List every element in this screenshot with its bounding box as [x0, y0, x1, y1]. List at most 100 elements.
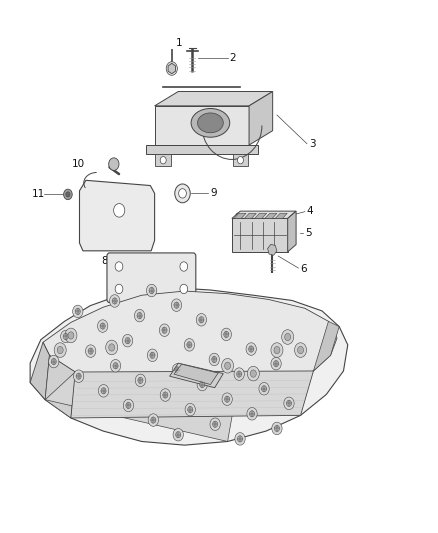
Polygon shape	[45, 372, 236, 441]
Text: 6: 6	[300, 264, 307, 274]
Circle shape	[251, 370, 256, 377]
Polygon shape	[170, 363, 223, 387]
Circle shape	[197, 378, 208, 391]
Circle shape	[65, 328, 77, 343]
Circle shape	[123, 334, 133, 347]
Circle shape	[138, 377, 143, 384]
Circle shape	[106, 340, 118, 355]
Text: 4: 4	[307, 206, 313, 216]
Polygon shape	[71, 371, 314, 418]
Polygon shape	[233, 155, 248, 166]
Circle shape	[212, 421, 218, 427]
Circle shape	[76, 373, 81, 379]
Polygon shape	[232, 219, 288, 252]
Circle shape	[63, 333, 68, 340]
Circle shape	[234, 368, 244, 381]
Text: 2: 2	[230, 53, 237, 62]
Circle shape	[286, 400, 292, 407]
Text: 11: 11	[32, 189, 46, 199]
Circle shape	[273, 360, 279, 367]
Circle shape	[247, 408, 257, 420]
Circle shape	[51, 358, 57, 365]
Circle shape	[284, 397, 294, 410]
Circle shape	[100, 323, 105, 329]
Polygon shape	[288, 211, 296, 252]
Circle shape	[112, 298, 117, 304]
Polygon shape	[244, 213, 256, 219]
Circle shape	[162, 327, 167, 333]
Circle shape	[249, 346, 254, 352]
Circle shape	[134, 309, 145, 322]
Polygon shape	[265, 213, 277, 219]
Circle shape	[113, 362, 118, 369]
Circle shape	[180, 284, 187, 294]
Circle shape	[60, 330, 71, 343]
Circle shape	[176, 432, 181, 438]
Circle shape	[271, 343, 283, 358]
Text: 5: 5	[305, 228, 311, 238]
Polygon shape	[275, 213, 287, 219]
Circle shape	[110, 295, 120, 307]
Polygon shape	[79, 180, 155, 251]
Circle shape	[125, 337, 130, 344]
Circle shape	[163, 392, 168, 398]
Circle shape	[221, 328, 231, 341]
Circle shape	[187, 407, 193, 413]
Circle shape	[74, 370, 84, 383]
Circle shape	[166, 62, 177, 75]
Circle shape	[66, 192, 70, 197]
Circle shape	[225, 362, 230, 369]
Polygon shape	[249, 92, 272, 145]
Circle shape	[185, 403, 195, 416]
Circle shape	[274, 346, 280, 354]
Circle shape	[224, 332, 229, 337]
Polygon shape	[155, 155, 171, 166]
Polygon shape	[254, 213, 267, 219]
Circle shape	[137, 312, 142, 319]
Circle shape	[150, 352, 155, 358]
Circle shape	[75, 308, 80, 314]
Circle shape	[171, 299, 182, 311]
Circle shape	[261, 385, 267, 392]
Circle shape	[179, 189, 187, 198]
FancyBboxPatch shape	[107, 253, 196, 303]
Circle shape	[294, 343, 307, 358]
Circle shape	[174, 302, 179, 308]
Circle shape	[271, 358, 281, 370]
Circle shape	[146, 284, 157, 297]
Circle shape	[200, 382, 205, 387]
Circle shape	[175, 367, 180, 373]
Circle shape	[88, 348, 93, 354]
Circle shape	[159, 324, 170, 336]
Circle shape	[85, 345, 96, 358]
Circle shape	[250, 410, 254, 417]
Polygon shape	[155, 92, 272, 106]
Polygon shape	[174, 364, 218, 384]
Circle shape	[187, 342, 192, 348]
Circle shape	[225, 396, 230, 402]
Ellipse shape	[191, 109, 230, 137]
Polygon shape	[234, 213, 246, 219]
Circle shape	[272, 422, 282, 435]
Polygon shape	[146, 145, 258, 155]
Circle shape	[209, 353, 219, 366]
Circle shape	[115, 284, 123, 294]
Circle shape	[212, 357, 217, 362]
Circle shape	[54, 343, 66, 358]
Circle shape	[235, 433, 245, 445]
Text: 8: 8	[101, 256, 108, 266]
Circle shape	[274, 425, 279, 432]
Circle shape	[160, 389, 170, 401]
Circle shape	[210, 418, 220, 431]
Circle shape	[151, 417, 156, 423]
Polygon shape	[30, 342, 49, 400]
Circle shape	[126, 402, 131, 409]
Circle shape	[184, 338, 194, 351]
Circle shape	[199, 317, 204, 323]
Text: 3: 3	[309, 139, 316, 149]
Polygon shape	[43, 291, 337, 397]
Circle shape	[64, 189, 72, 200]
Circle shape	[175, 184, 190, 203]
Text: 1: 1	[176, 38, 182, 48]
Circle shape	[247, 366, 259, 381]
